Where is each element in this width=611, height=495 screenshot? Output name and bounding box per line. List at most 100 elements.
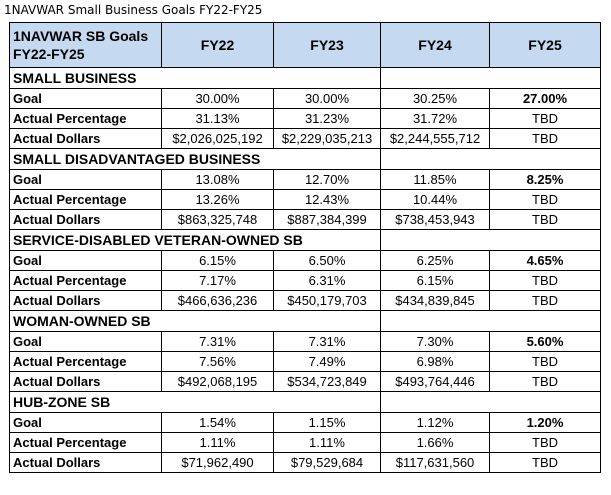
section-blank-cell xyxy=(380,67,601,89)
cell-fy24: 7.30% xyxy=(380,331,490,352)
cell-fy25: TBD xyxy=(489,351,601,372)
cell-fy25: TBD xyxy=(489,189,601,210)
table-header-row: 1NAVWAR SB Goals FY22-FY25 FY22 FY23 FY2… xyxy=(9,22,601,68)
cell-fy25: TBD xyxy=(489,290,601,311)
section-header-row: SMALL DISADVANTAGED BUSINESS xyxy=(9,148,601,170)
section-blank-cell xyxy=(380,148,601,170)
cell-fy25: 5.60% xyxy=(489,331,601,352)
cell-fy25: TBD xyxy=(489,452,601,473)
cell-fy25: 1.20% xyxy=(489,412,601,433)
cell-fy22: 1.54% xyxy=(161,412,274,433)
actual-dollars-row: Actual Dollars $466,636,236 $450,179,703 $4… xyxy=(9,290,601,311)
section-title: WOMAN-OWNED SB xyxy=(9,310,381,332)
actual-percentage-row: Actual Percentage 7.56% 7.49% 6.98% TBD xyxy=(9,351,601,372)
cell-fy25: TBD xyxy=(489,128,601,149)
actual-dollars-row: Actual Dollars $492,068,195 $534,723,849 $4… xyxy=(9,371,601,392)
cell-fy23: 12.43% xyxy=(273,189,381,210)
cell-fy25: 4.65% xyxy=(489,250,601,271)
cell-fy25: TBD xyxy=(489,371,601,392)
cell-fy25: TBD xyxy=(489,270,601,291)
actual-percentage-row: Actual Percentage 13.26% 12.43% 10.44% TBD xyxy=(9,189,601,210)
row-label: Actual Dollars xyxy=(9,452,162,473)
cell-fy24: $117,631,560 xyxy=(380,452,490,473)
cell-fy23: 1.15% xyxy=(273,412,381,433)
cell-fy22: $466,636,236 xyxy=(161,290,274,311)
cell-fy22: 7.31% xyxy=(161,331,274,352)
cell-fy23: 7.49% xyxy=(273,351,381,372)
cell-fy24: 11.85% xyxy=(380,169,490,190)
cell-fy22: 30.00% xyxy=(161,88,274,109)
section-blank-cell xyxy=(380,391,601,413)
cell-fy24: 30.25% xyxy=(380,88,490,109)
cell-fy23: $887,384,399 xyxy=(273,209,381,230)
actual-dollars-row: Actual Dollars $2,026,025,192 $2,229,035,2… xyxy=(9,128,601,149)
cell-fy23: 7.31% xyxy=(273,331,381,352)
cell-fy24: $493,764,446 xyxy=(380,371,490,392)
row-label: Actual Percentage xyxy=(9,108,162,129)
goal-row: Goal 6.15% 6.50% 6.25% 4.65% xyxy=(9,250,601,271)
cell-fy24: 31.72% xyxy=(380,108,490,129)
cell-fy23: $534,723,849 xyxy=(273,371,381,392)
goal-row: Goal 7.31% 7.31% 7.30% 5.60% xyxy=(9,331,601,352)
header-fy22: FY22 xyxy=(161,22,274,68)
row-label: Goal xyxy=(9,169,162,190)
cell-fy22: 13.26% xyxy=(161,189,274,210)
cell-fy22: 13.08% xyxy=(161,169,274,190)
section-header-row: WOMAN-OWNED SB xyxy=(9,310,601,332)
cell-fy23: $450,179,703 xyxy=(273,290,381,311)
cell-fy22: 1.11% xyxy=(161,432,274,453)
cell-fy24: 6.25% xyxy=(380,250,490,271)
goal-row: Goal 13.08% 12.70% 11.85% 8.25% xyxy=(9,169,601,190)
row-label: Goal xyxy=(9,331,162,352)
table-caption: 1NAVWAR Small Business Goals FY22-FY25 xyxy=(4,3,263,17)
cell-fy24: $738,453,943 xyxy=(380,209,490,230)
cell-fy22: 31.13% xyxy=(161,108,274,129)
cell-fy25: TBD xyxy=(489,108,601,129)
cell-fy22: 7.17% xyxy=(161,270,274,291)
row-label: Actual Percentage xyxy=(9,351,162,372)
cell-fy23: 30.00% xyxy=(273,88,381,109)
table-body: SMALL BUSINESS Goal 30.00% 30.00% 30.25% 27.0… xyxy=(9,67,601,473)
section-header-row: SMALL BUSINESS xyxy=(9,67,601,89)
row-label: Actual Percentage xyxy=(9,432,162,453)
cell-fy22: 6.15% xyxy=(161,250,274,271)
cell-fy23: 31.23% xyxy=(273,108,381,129)
cell-fy24: 1.12% xyxy=(380,412,490,433)
goal-row: Goal 30.00% 30.00% 30.25% 27.00% xyxy=(9,88,601,109)
header-corner-label: 1NAVWAR SB Goals FY22-FY25 xyxy=(9,22,162,68)
header-fy25: FY25 xyxy=(489,22,601,68)
cell-fy22: 7.56% xyxy=(161,351,274,372)
cell-fy25: 27.00% xyxy=(489,88,601,109)
actual-percentage-row: Actual Percentage 1.11% 1.11% 1.66% TBD xyxy=(9,432,601,453)
actual-percentage-row: Actual Percentage 7.17% 6.31% 6.15% TBD xyxy=(9,270,601,291)
row-label: Goal xyxy=(9,88,162,109)
row-label: Actual Dollars xyxy=(9,128,162,149)
header-fy24: FY24 xyxy=(380,22,490,68)
section-header-row: SERVICE-DISABLED VETERAN-OWNED SB xyxy=(9,229,601,251)
cell-fy23: 1.11% xyxy=(273,432,381,453)
section-blank-cell xyxy=(380,310,601,332)
cell-fy22: $2,026,025,192 xyxy=(161,128,274,149)
cell-fy23: 6.50% xyxy=(273,250,381,271)
row-label: Actual Dollars xyxy=(9,209,162,230)
row-label: Goal xyxy=(9,250,162,271)
cell-fy23: $79,529,684 xyxy=(273,452,381,473)
cell-fy22: $71,962,490 xyxy=(161,452,274,473)
section-header-row: HUB-ZONE SB xyxy=(9,391,601,413)
section-title: SERVICE-DISABLED VETERAN-OWNED SB xyxy=(9,229,381,251)
cell-fy24: 10.44% xyxy=(380,189,490,210)
header-fy23: FY23 xyxy=(273,22,381,68)
section-title: SMALL BUSINESS xyxy=(9,67,381,89)
cell-fy23: $2,229,035,213 xyxy=(273,128,381,149)
row-label: Goal xyxy=(9,412,162,433)
goal-row: Goal 1.54% 1.15% 1.12% 1.20% xyxy=(9,412,601,433)
cell-fy25: 8.25% xyxy=(489,169,601,190)
section-title: SMALL DISADVANTAGED BUSINESS xyxy=(9,148,381,170)
row-label: Actual Percentage xyxy=(9,189,162,210)
cell-fy22: $492,068,195 xyxy=(161,371,274,392)
sb-goals-table: 1NAVWAR SB Goals FY22-FY25 FY22 FY23 FY2… xyxy=(9,22,601,473)
actual-dollars-row: Actual Dollars $71,962,490 $79,529,684 $117… xyxy=(9,452,601,473)
cell-fy25: TBD xyxy=(489,432,601,453)
row-label: Actual Percentage xyxy=(9,270,162,291)
cell-fy24: 6.15% xyxy=(380,270,490,291)
